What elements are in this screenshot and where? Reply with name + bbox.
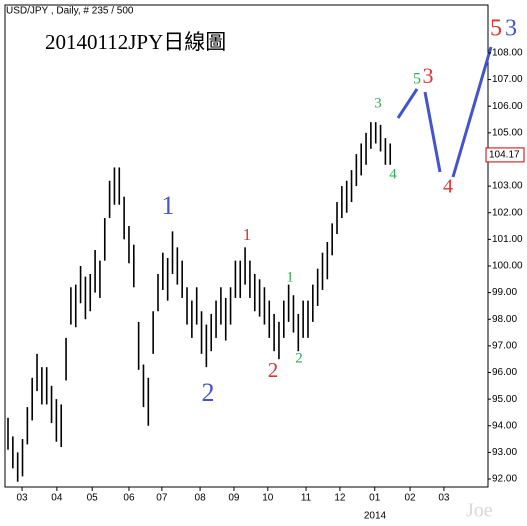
wave-label: 1 <box>243 225 252 244</box>
x-tick-label: 08 <box>195 493 207 504</box>
x-tick-label: 09 <box>228 493 240 504</box>
y-tick-label: 100.00 <box>492 261 523 272</box>
x-tick-label: 03 <box>438 493 450 504</box>
watermark: Joe <box>466 500 493 522</box>
wave-label: 4 <box>389 166 397 182</box>
y-tick-label: 108.00 <box>492 48 523 59</box>
y-tick-label: 98.00 <box>492 314 517 325</box>
last-price-label: 104.17 <box>489 150 520 161</box>
y-tick-label: 94.00 <box>492 420 517 431</box>
wave-label: 2 <box>295 350 303 366</box>
y-tick-label: 92.00 <box>492 474 517 485</box>
x-tick-label: 10 <box>262 493 274 504</box>
x-tick-label: 06 <box>123 493 135 504</box>
x-tick-label: 07 <box>156 493 168 504</box>
projection-lines <box>396 46 493 178</box>
y-tick-label: 99.00 <box>492 287 517 298</box>
y-tick-label: 103.00 <box>492 181 523 192</box>
wave-label: 5 <box>413 71 421 88</box>
x-tick-label: 02 <box>405 493 417 504</box>
y-tick-label: 101.00 <box>492 234 523 245</box>
plot-frame <box>4 4 489 488</box>
x-tick-label: 01 <box>369 493 381 504</box>
wave-label: 1 <box>162 191 175 220</box>
wave-label: 3 <box>374 95 382 111</box>
y-tick-label: 106.00 <box>492 101 523 112</box>
y-tick-label: 97.00 <box>492 341 517 352</box>
x-tick-label: 03 <box>16 493 28 504</box>
wave-label: 2 <box>268 358 279 382</box>
x-tick-label: 05 <box>87 493 99 504</box>
wave-label: 1 <box>286 269 294 285</box>
wave-label: 4 <box>443 176 453 198</box>
wave-label: 3 <box>423 63 434 88</box>
x-tick-label: 04 <box>51 493 63 504</box>
wave-label: 2 <box>202 378 215 407</box>
last-price-box <box>485 147 525 163</box>
x-tick-label: 11 <box>301 493 312 504</box>
y-tick-label: 105.00 <box>492 127 523 138</box>
chart-header: USD/JPY , Daily, # 235 / 500 <box>6 6 134 17</box>
year-label: 2014 <box>364 511 387 522</box>
y-tick-label: 95.00 <box>492 394 517 405</box>
y-tick-label: 96.00 <box>492 367 517 378</box>
wave-label: 3 <box>505 16 517 42</box>
y-tick-label: 107.00 <box>492 74 523 85</box>
y-tick-label: 93.00 <box>492 447 517 458</box>
wave-label: 5 <box>490 16 502 42</box>
y-tick-label: 102.00 <box>492 207 523 218</box>
chart-title: 20140112JPY日線圖 <box>45 30 226 54</box>
x-tick-label: 12 <box>334 493 346 504</box>
